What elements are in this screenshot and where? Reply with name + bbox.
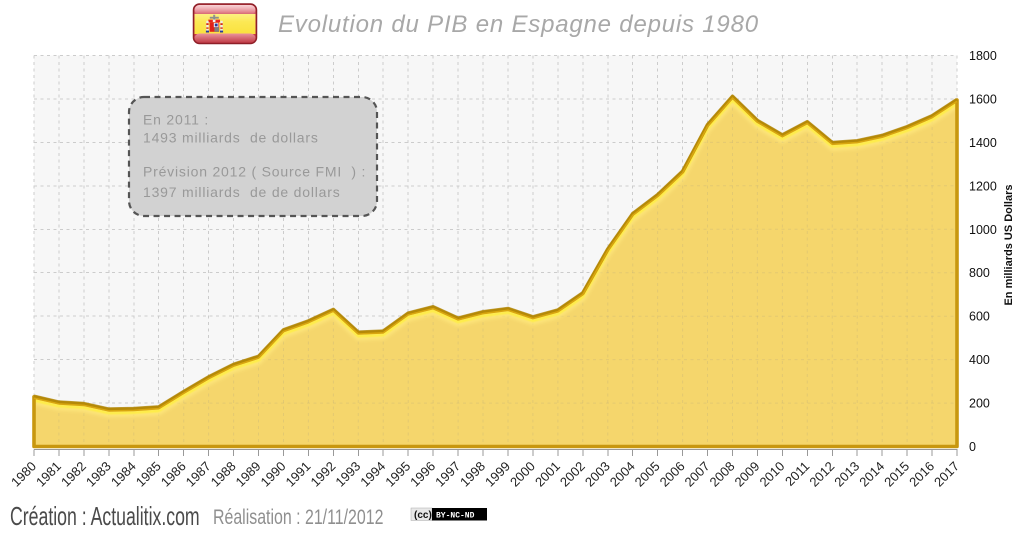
svg-text:400: 400 bbox=[969, 353, 990, 367]
svg-text:2009: 2009 bbox=[731, 459, 762, 490]
svg-text:1984: 1984 bbox=[108, 459, 139, 490]
svg-text:1989: 1989 bbox=[233, 459, 264, 490]
svg-text:1992: 1992 bbox=[307, 459, 338, 490]
svg-text:2015: 2015 bbox=[881, 459, 912, 490]
svg-text:1985: 1985 bbox=[133, 459, 164, 490]
svg-text:0: 0 bbox=[969, 440, 976, 454]
svg-text:2010: 2010 bbox=[756, 459, 787, 490]
svg-text:1800: 1800 bbox=[969, 49, 997, 63]
svg-text:1397 milliards de de dollars: 1397 milliards de de dollars bbox=[143, 184, 341, 200]
svg-text:1991: 1991 bbox=[282, 459, 313, 490]
svg-text:1994: 1994 bbox=[357, 459, 388, 490]
svg-text:2011: 2011 bbox=[782, 459, 812, 489]
svg-text:2008: 2008 bbox=[707, 459, 738, 490]
svg-text:Prévision 2012 ( Source FMI ): Prévision 2012 ( Source FMI ) : bbox=[143, 164, 366, 180]
svg-text:2007: 2007 bbox=[682, 459, 713, 490]
svg-text:1980: 1980 bbox=[8, 459, 39, 490]
svg-text:2001: 2001 bbox=[532, 459, 563, 490]
svg-text:1200: 1200 bbox=[969, 179, 997, 193]
svg-text:2000: 2000 bbox=[507, 459, 538, 490]
svg-text:1988: 1988 bbox=[208, 459, 239, 490]
svg-text:En milliards US Dollars: En milliards US Dollars bbox=[1003, 184, 1015, 305]
svg-text:800: 800 bbox=[969, 266, 990, 280]
svg-text:1998: 1998 bbox=[457, 459, 488, 490]
svg-text:2013: 2013 bbox=[831, 459, 862, 490]
svg-text:2006: 2006 bbox=[657, 459, 688, 490]
svg-text:2004: 2004 bbox=[607, 459, 638, 490]
svg-text:2017: 2017 bbox=[931, 459, 962, 490]
svg-text:1987: 1987 bbox=[183, 459, 214, 490]
svg-text:1600: 1600 bbox=[969, 92, 997, 106]
svg-text:1986: 1986 bbox=[158, 459, 189, 490]
svg-text:1997: 1997 bbox=[432, 459, 463, 490]
svg-text:1493 milliards de dollars: 1493 milliards de dollars bbox=[143, 130, 319, 146]
svg-text:1993: 1993 bbox=[332, 459, 363, 490]
svg-text:1400: 1400 bbox=[969, 136, 997, 150]
svg-text:En 2011 :: En 2011 : bbox=[143, 112, 209, 128]
svg-text:2012: 2012 bbox=[806, 459, 837, 490]
svg-text:1000: 1000 bbox=[969, 223, 997, 237]
svg-text:2002: 2002 bbox=[557, 459, 588, 490]
svg-text:1990: 1990 bbox=[258, 459, 289, 490]
svg-text:2016: 2016 bbox=[906, 459, 937, 490]
svg-text:200: 200 bbox=[969, 397, 990, 411]
svg-text:1996: 1996 bbox=[407, 459, 438, 490]
svg-text:600: 600 bbox=[969, 310, 990, 324]
svg-text:2014: 2014 bbox=[856, 459, 887, 490]
svg-text:2005: 2005 bbox=[632, 459, 663, 490]
svg-text:BY-NC-ND: BY-NC-ND bbox=[436, 512, 475, 521]
svg-text:1982: 1982 bbox=[58, 459, 89, 490]
svg-text:1999: 1999 bbox=[482, 459, 513, 490]
svg-text:1983: 1983 bbox=[83, 459, 114, 490]
svg-text:1995: 1995 bbox=[382, 459, 413, 490]
svg-text:(cc): (cc) bbox=[414, 510, 432, 521]
svg-text:2003: 2003 bbox=[582, 459, 613, 490]
svg-text:1981: 1981 bbox=[33, 459, 64, 490]
